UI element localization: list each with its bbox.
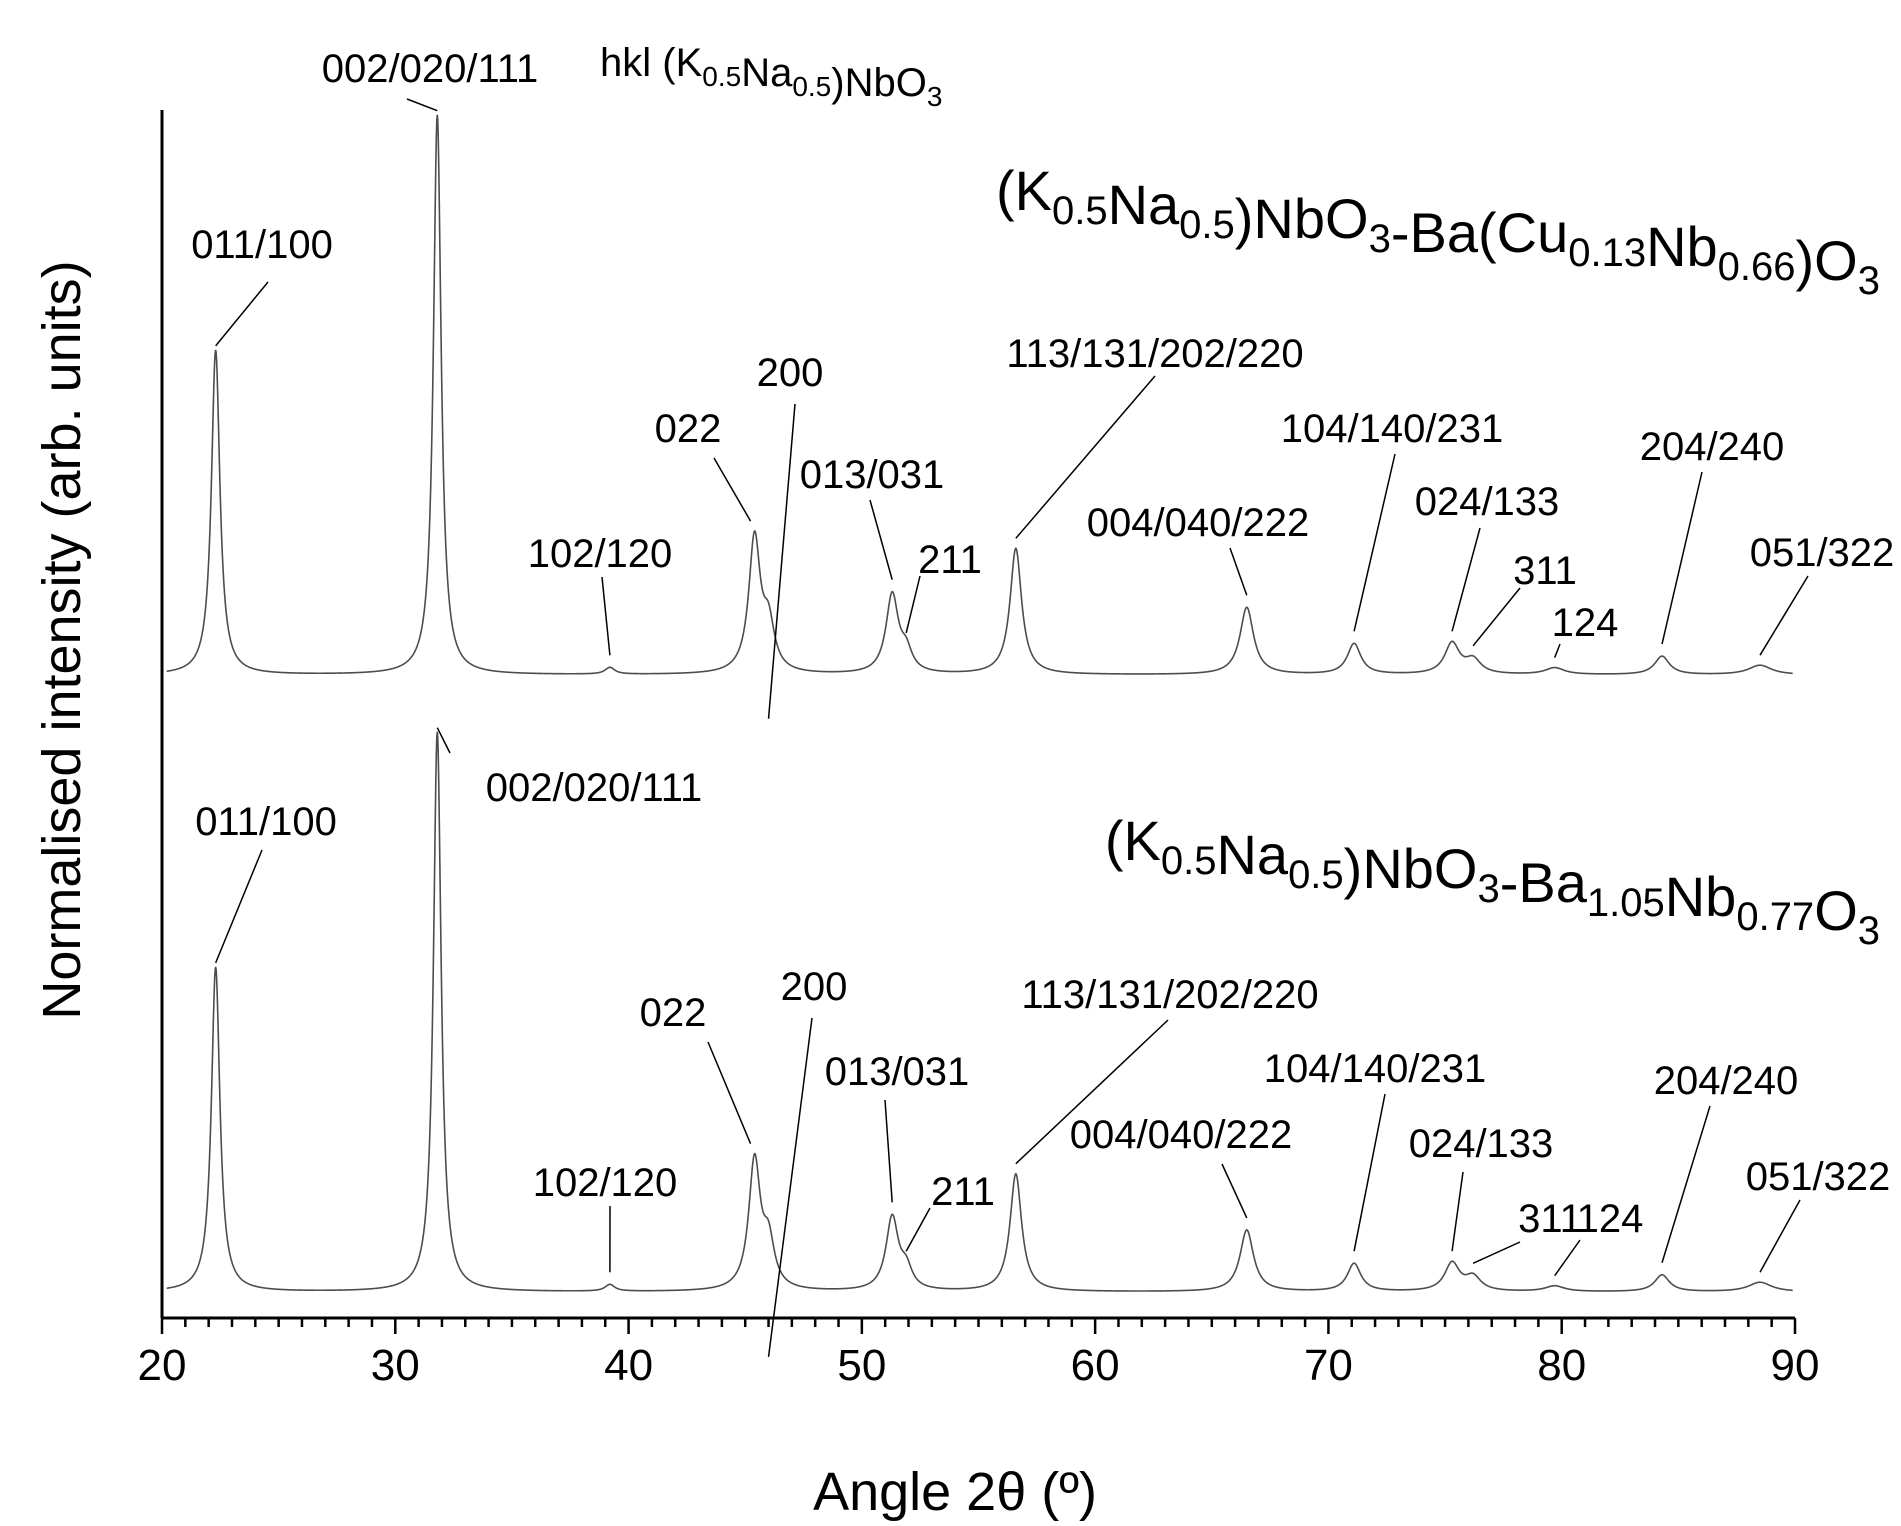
x-tick-label: 90 [1771, 1341, 1820, 1390]
x-tick-label: 80 [1537, 1341, 1586, 1390]
peak-label: 200 [781, 965, 848, 1009]
peak-leader-line [713, 457, 752, 522]
peak-leader-line [1759, 1199, 1801, 1273]
peak-leader-line [1015, 1019, 1169, 1165]
figure-title: hkl (K0.5Na0.5)NbO3 [600, 41, 942, 112]
peak-leader-line [406, 98, 438, 112]
peak-label: 051/322 [1746, 1155, 1891, 1199]
peak-label: 011/100 [191, 223, 333, 267]
x-tick-label: 20 [138, 1341, 187, 1390]
peak-label: 013/031 [800, 453, 945, 497]
sample-title-0: (K0.5Na0.5)NbO3-Ba(Cu0.13Nb0.66)O3 [996, 159, 1880, 303]
peak-leader-line [707, 1041, 752, 1144]
peak-leader-line [1661, 1105, 1711, 1263]
xrd-pattern-1 [166, 731, 1793, 1292]
peak-leader-line [1451, 1171, 1464, 1252]
peak-label: 204/240 [1654, 1059, 1799, 1103]
y-axis-label: Normalised intensity (arb. units) [32, 260, 92, 1019]
peak-label: 204/240 [1640, 425, 1785, 469]
peak-label: 022 [640, 991, 707, 1035]
peak-leader-line [1353, 453, 1396, 632]
peak-label: 211 [931, 1170, 995, 1214]
peak-label: 102/120 [533, 1161, 678, 1205]
peak-label: 124 [1552, 601, 1619, 645]
x-tick-label: 60 [1071, 1341, 1120, 1390]
peak-leader-line [884, 1099, 893, 1203]
peak-leader-line [1015, 375, 1156, 539]
peak-leader-line [1229, 547, 1248, 596]
peak-label: 102/120 [528, 532, 673, 576]
peak-label: 004/040/222 [1070, 1113, 1292, 1157]
peak-label: 011/100 [195, 800, 337, 844]
peak-leader-line [1451, 527, 1481, 632]
peak-label: 002/020/111 [322, 47, 539, 91]
peak-label: 051/322 [1750, 531, 1895, 575]
x-tick-label: 70 [1304, 1341, 1353, 1390]
peak-leader-line [436, 727, 451, 754]
peak-leader-line [767, 1017, 813, 1357]
peak-label: 024/133 [1409, 1122, 1554, 1166]
peak-leader-line [1472, 1241, 1521, 1264]
peak-leader-line [1221, 1163, 1248, 1219]
x-axis-label: Angle 2θ (º) [813, 1462, 1097, 1522]
peak-leader-line [767, 403, 796, 719]
peak-leader-line [1759, 575, 1809, 656]
peak-leader-line [214, 849, 263, 964]
peak-label: 024/133 [1415, 480, 1560, 524]
peak-leader-line [1554, 1239, 1581, 1277]
peak-leader-line [905, 1207, 931, 1252]
peak-leader-line [215, 281, 269, 347]
peak-label: 002/020/111 [486, 766, 703, 810]
peak-label: 311 [1513, 549, 1577, 593]
peak-leader-line [869, 499, 893, 580]
peak-label: 200 [757, 351, 824, 395]
peak-label: 004/040/222 [1087, 501, 1309, 545]
peak-leader-line [1353, 1093, 1386, 1252]
x-tick-label: 40 [604, 1341, 653, 1390]
peak-leader-line [1472, 587, 1521, 647]
peak-label: 104/140/231 [1281, 407, 1503, 451]
xrd-pattern-0 [166, 114, 1793, 675]
peak-label: 113/131/202/220 [1006, 332, 1303, 376]
sample-title-1: (K0.5Na0.5)NbO3-Ba1.05Nb0.77O3 [1105, 809, 1880, 953]
peak-label: 013/031 [825, 1050, 970, 1094]
peak-leader-line [905, 575, 921, 634]
peak-leader-line [1554, 643, 1561, 658]
plot-area: 20 30 40 50 60 70 80 90 011/100 002/020/111 102/12… [138, 41, 1895, 1390]
peak-leader-line [1661, 471, 1703, 645]
peak-label: 124 [1577, 1197, 1644, 1241]
peak-leader-line [601, 576, 611, 656]
x-tick-label: 30 [371, 1341, 420, 1390]
peak-label: 104/140/231 [1264, 1047, 1486, 1091]
x-tick-label: 50 [837, 1341, 886, 1390]
peak-label: 211 [918, 538, 982, 582]
peak-label: 113/131/202/220 [1021, 973, 1318, 1017]
peak-label: 311 [1518, 1197, 1582, 1241]
peak-label: 022 [655, 407, 722, 451]
